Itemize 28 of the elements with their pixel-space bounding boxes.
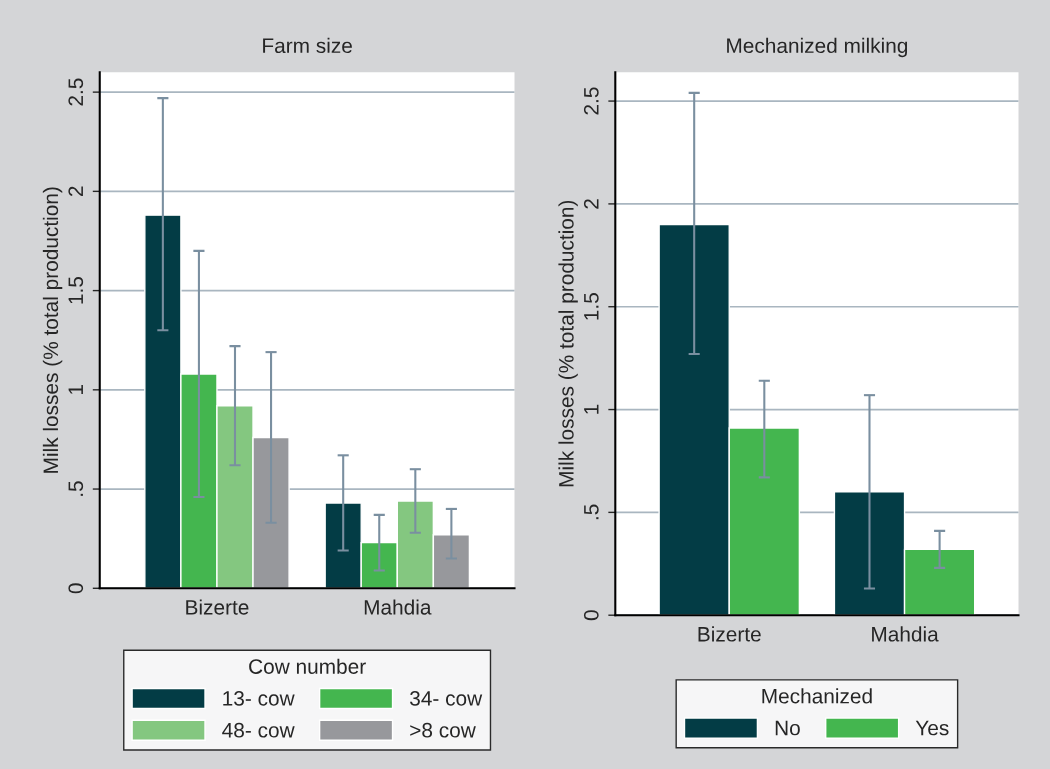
y-tick-label: 2 (583, 199, 599, 209)
legend-label: Yes (915, 720, 949, 736)
x-tick-label: Mahdia (872, 626, 939, 642)
x-tick-label: Bizerte (186, 599, 249, 615)
y-tick-label: .5 (584, 504, 599, 520)
legend-title: Mechanized (762, 688, 872, 704)
y-tick-label: 0 (68, 583, 84, 594)
legend-label: No (775, 720, 800, 736)
y-tick-label: 0 (583, 610, 599, 621)
y-tick-label: 1 (584, 404, 599, 414)
y-tick-label: 1.5 (584, 293, 599, 320)
legend-label: >8 cow (410, 722, 476, 738)
legend-label: 13- cow (223, 691, 295, 706)
x-tick-label: Mahdia (364, 599, 432, 615)
y-axis-title: Milk losses (% total production) (558, 200, 578, 487)
chart-title: Farm size (263, 37, 352, 54)
y-tick-label: 1 (68, 385, 83, 395)
y-tick-label: 1.5 (68, 276, 84, 304)
legend-label: 48- cow (222, 722, 295, 738)
y-tick-label: 2.5 (583, 87, 599, 115)
x-tick-label: Bizerte (698, 626, 761, 642)
y-axis-title: Milk losses (% total production) (42, 187, 63, 473)
chart-title: Mechanized milking (727, 37, 908, 58)
y-tick-label: 2.5 (68, 78, 84, 106)
legend-title: Cow number (249, 658, 366, 674)
y-tick-label: 2 (68, 186, 83, 197)
legend-label: 34- cow (410, 691, 483, 706)
y-tick-label: .5 (68, 481, 84, 496)
